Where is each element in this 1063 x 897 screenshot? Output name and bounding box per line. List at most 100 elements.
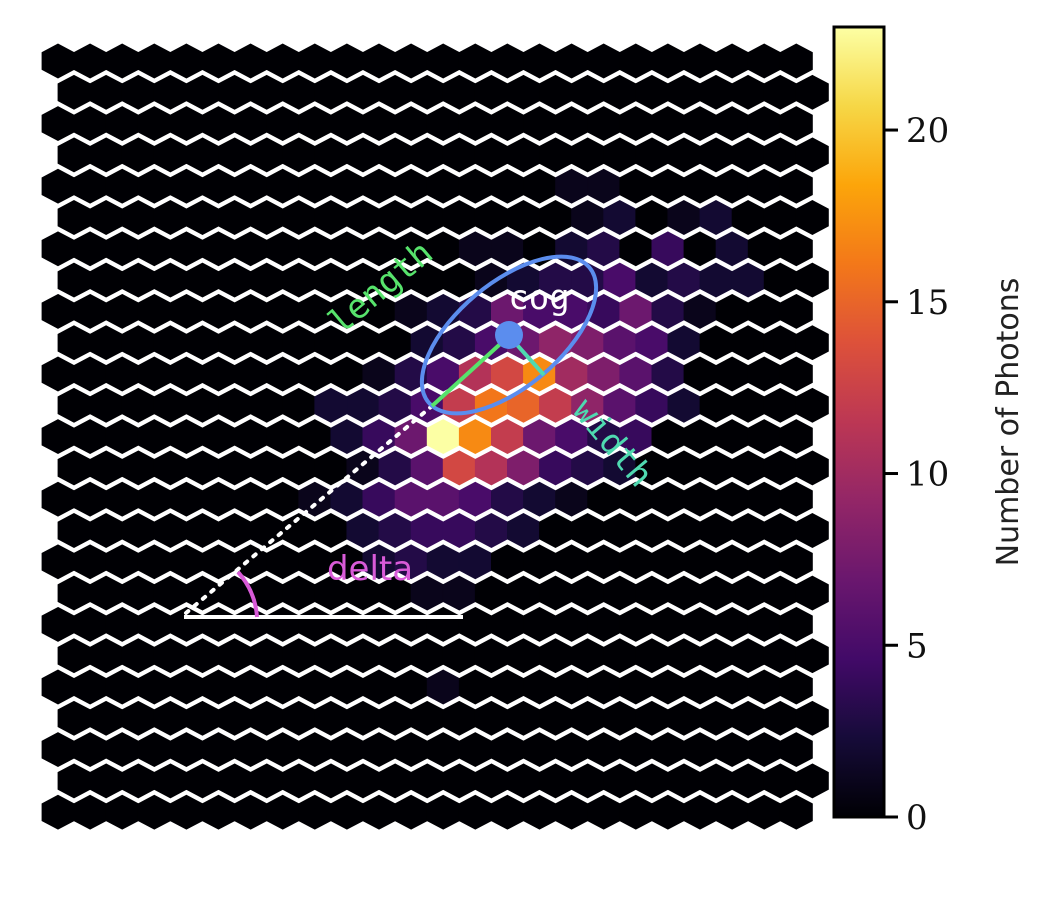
hex-cell <box>539 700 572 736</box>
hex-cell <box>458 356 492 392</box>
hex-cell <box>137 106 171 142</box>
hex-cell <box>394 794 428 830</box>
hex-cell <box>779 43 813 79</box>
cog-label: cog <box>508 278 569 318</box>
hex-cell <box>298 231 332 267</box>
hex-cell <box>89 200 123 235</box>
hex-cell <box>651 481 685 517</box>
hex-cell <box>153 513 187 548</box>
hex-cell <box>41 544 75 580</box>
hex-cell <box>250 700 284 736</box>
hex-cell <box>137 293 171 329</box>
hex-cell <box>442 638 476 674</box>
hex-cell <box>105 43 139 79</box>
hex-cell <box>795 700 829 736</box>
hex-cell <box>523 106 556 142</box>
hex-cell <box>619 231 653 267</box>
hex-cell <box>234 732 268 768</box>
hex-cell <box>587 732 621 768</box>
hex-cell <box>201 544 236 580</box>
hex-cell <box>683 43 717 79</box>
hex-cell <box>121 513 155 548</box>
hex-cell <box>651 168 685 204</box>
hex-cell <box>298 606 332 642</box>
hex-cell <box>298 356 332 392</box>
hex-cell <box>410 638 444 674</box>
hex-cell <box>330 419 364 455</box>
hex-cell <box>105 419 139 455</box>
hex-cell <box>667 387 701 423</box>
hex-cell <box>250 638 284 674</box>
hex-cell <box>474 200 508 235</box>
colorbar-ticks: 0 5 10 15 20 <box>884 111 949 838</box>
hex-cell <box>185 74 219 110</box>
hex-cell <box>426 168 460 204</box>
hex-cell <box>234 794 268 830</box>
hex-cell <box>715 43 749 79</box>
hex-cell <box>57 700 91 736</box>
hex-cell <box>490 168 524 204</box>
hex-cell <box>603 137 637 173</box>
hex-cell <box>121 387 155 423</box>
hex-cell <box>41 231 75 267</box>
hex-cell <box>539 74 572 110</box>
hex-cell <box>635 200 669 235</box>
hex-cell <box>490 544 524 580</box>
hex-cell <box>346 74 380 110</box>
hex-cell <box>635 513 669 548</box>
hex-cell <box>362 168 396 204</box>
hex-cell <box>683 356 717 392</box>
hex-cell <box>298 794 332 830</box>
hex-cell <box>539 763 572 799</box>
hex-cell <box>635 763 669 799</box>
hex-cell <box>41 794 75 830</box>
hex-cell <box>394 293 428 329</box>
hex-cell <box>490 794 524 830</box>
hex-cell <box>763 262 797 298</box>
hex-cell <box>747 293 781 329</box>
hex-cell <box>731 638 765 674</box>
colorbar-label: Number of Photons <box>991 278 1026 567</box>
hex-cell <box>506 513 540 548</box>
colorbar-tick-label: 5 <box>906 626 928 666</box>
hex-cell <box>683 794 717 830</box>
hex-cell <box>201 356 236 392</box>
hex-cell <box>282 262 316 298</box>
hex-cell <box>73 669 107 705</box>
hex-cell <box>635 262 669 298</box>
hex-cell <box>169 669 203 705</box>
hex-cell <box>57 387 91 423</box>
hex-cell <box>490 106 524 142</box>
hex-cell <box>89 763 123 799</box>
hex-cell <box>41 106 75 142</box>
hex-cell <box>234 43 268 79</box>
hex-cell <box>250 262 284 298</box>
hex-cell <box>651 544 685 580</box>
hex-cell <box>105 293 139 329</box>
hex-cell <box>683 106 717 142</box>
hex-cell <box>378 200 412 235</box>
hex-cell <box>715 106 749 142</box>
hex-cell <box>699 700 733 736</box>
hex-cell <box>41 481 75 517</box>
hex-cell <box>218 763 252 799</box>
hex-cell <box>458 732 492 768</box>
hex-cell <box>153 575 187 611</box>
hex-cell <box>410 450 444 486</box>
hex-cell <box>474 137 508 173</box>
hex-cell <box>378 450 412 486</box>
hex-cell <box>378 638 412 674</box>
hex-cell <box>539 450 572 486</box>
hex-cell <box>105 168 139 204</box>
hex-cell <box>506 638 540 674</box>
hex-cell <box>490 419 524 455</box>
hex-cell <box>41 356 75 392</box>
hex-cell <box>314 700 348 736</box>
hex-cell <box>330 168 364 204</box>
hex-cell <box>442 325 476 361</box>
hex-cell <box>747 168 781 204</box>
hex-cell <box>410 74 444 110</box>
hex-cell <box>201 106 236 142</box>
hex-cell <box>747 732 781 768</box>
hex-cell <box>282 700 316 736</box>
